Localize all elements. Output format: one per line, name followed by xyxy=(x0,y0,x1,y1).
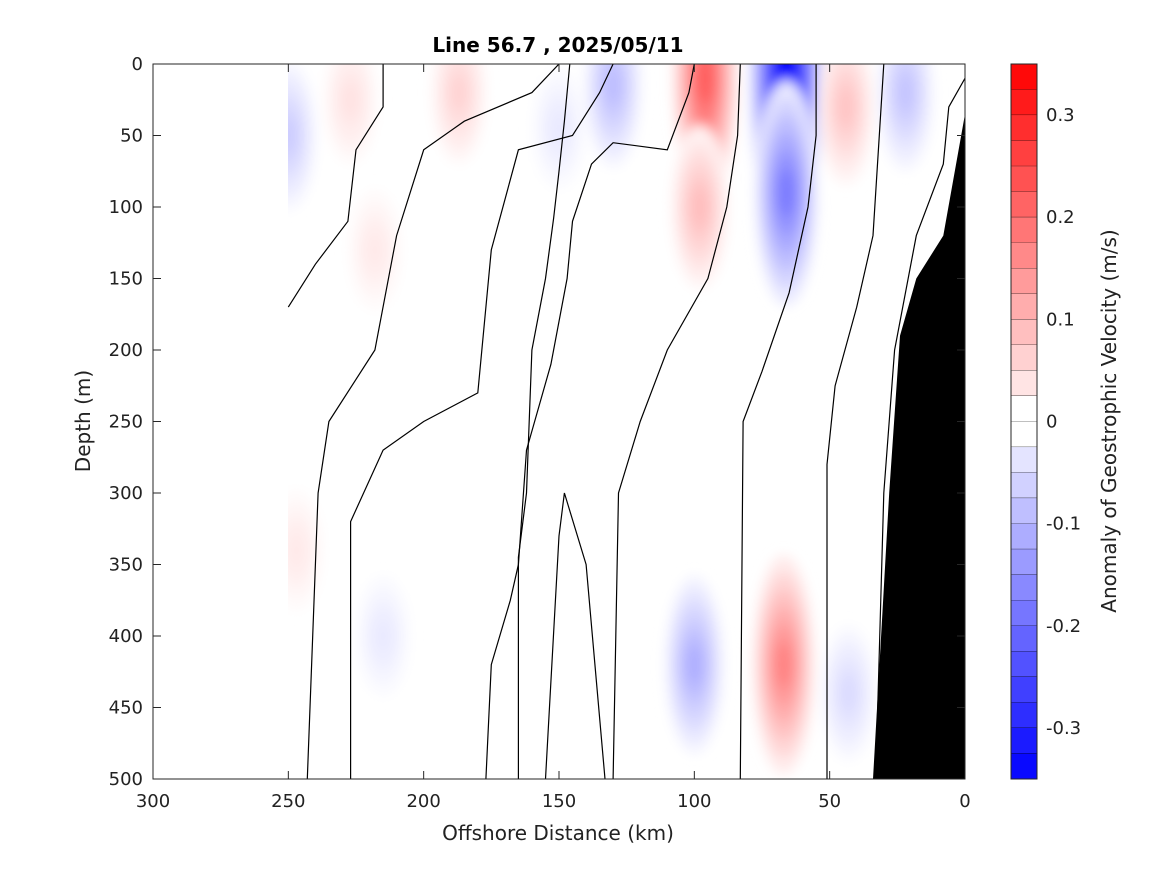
x-tick-label: 200 xyxy=(406,791,440,812)
y-axis-label: Depth (m) xyxy=(71,370,95,472)
colorbar-band xyxy=(1011,370,1037,397)
anomaly-patch xyxy=(691,188,708,226)
colorbar-label: Anomaly of Geostrophic Velocity (m/s) xyxy=(1097,229,1121,612)
y-tick-label: 200 xyxy=(109,340,143,361)
colorbar-tick-label: 0.1 xyxy=(1046,309,1075,330)
y-tick-label: 300 xyxy=(109,483,143,504)
colorbar-band xyxy=(1011,523,1037,550)
x-axis: 300 250 200 150 100 50 0 xyxy=(136,64,971,812)
y-tick-label: 350 xyxy=(109,555,143,576)
colorbar-tick-label: -0.2 xyxy=(1046,616,1081,637)
anomaly-patch xyxy=(897,74,914,111)
y-tick-label: 0 xyxy=(132,54,143,75)
y-tick-label: 100 xyxy=(109,197,143,218)
plot-area xyxy=(152,63,966,780)
colorbar-band xyxy=(1011,166,1037,192)
anomaly-patch xyxy=(686,644,703,685)
zero-contour-line xyxy=(350,64,614,779)
colorbar-tick-label: 0 xyxy=(1046,412,1057,433)
anomaly-patch xyxy=(605,66,622,105)
anomaly-patch xyxy=(840,676,857,710)
colorbar-band xyxy=(1011,217,1037,244)
zero-contour-line xyxy=(739,64,817,779)
anomaly-patch xyxy=(375,620,391,652)
colorbar-band xyxy=(1011,242,1037,269)
colorbar-band xyxy=(1011,753,1037,780)
zero-contour-line xyxy=(875,78,965,779)
colorbar-band xyxy=(1011,395,1037,422)
colorbar-band xyxy=(1011,268,1037,295)
anomaly-patch xyxy=(696,64,714,105)
colorbar-tick-label: -0.3 xyxy=(1046,718,1081,739)
x-tick-label: 250 xyxy=(271,791,305,812)
zero-contour-line xyxy=(485,64,695,779)
y-axis: 0 50 100 150 200 250 300 350 400 450 500 xyxy=(109,54,965,790)
colorbar-band xyxy=(1011,702,1037,729)
anomaly-patch xyxy=(288,534,305,566)
zero-contour-line xyxy=(287,64,384,308)
x-tick-label: 150 xyxy=(542,791,576,812)
colorbar-band xyxy=(1011,344,1037,371)
seafloor xyxy=(873,114,965,779)
zero-contour-line xyxy=(544,492,606,779)
y-tick-label: 450 xyxy=(109,698,143,719)
zero-contour-line xyxy=(612,64,741,779)
zero-contour-line xyxy=(826,64,885,779)
y-tick-label: 400 xyxy=(109,626,143,647)
x-tick-label: 300 xyxy=(136,791,170,812)
colorbar-band xyxy=(1011,549,1037,576)
colorbar-band xyxy=(1011,498,1037,524)
colorbar-band xyxy=(1011,293,1037,320)
colorbar-band xyxy=(1011,600,1037,627)
anomaly-patch xyxy=(342,83,359,116)
anomaly-patch xyxy=(775,641,793,688)
colorbar-tick-label: 0.2 xyxy=(1046,207,1075,228)
y-tick-label: 150 xyxy=(109,269,143,290)
colorbar-band xyxy=(1011,89,1037,116)
colorbar-band xyxy=(1011,625,1037,652)
anomaly-patch xyxy=(450,75,467,110)
y-tick-label: 500 xyxy=(109,769,143,790)
x-tick-label: 100 xyxy=(677,791,711,812)
colorbar-band xyxy=(1011,727,1037,754)
colorbar-band xyxy=(1011,319,1037,346)
colorbar-frame xyxy=(1010,63,1038,780)
colorbar-band xyxy=(1011,472,1037,499)
colorbar-ticks: 0.3 0.2 0.1 0 -0.1 -0.2 -0.3 xyxy=(1046,105,1081,739)
y-tick-label: 250 xyxy=(109,412,143,433)
colorbar-band xyxy=(1011,115,1037,141)
colorbar-band xyxy=(1011,64,1037,90)
velocity-anomaly-field xyxy=(288,64,934,774)
chart-title: Line 56.7 , 2025/05/11 xyxy=(432,33,683,57)
colorbar-band xyxy=(1011,651,1037,678)
anomaly-patch xyxy=(777,168,795,217)
x-tick-label: 50 xyxy=(818,791,841,812)
colorbar-bands xyxy=(1011,64,1037,780)
x-axis-label: Offshore Distance (km) xyxy=(442,821,674,845)
colorbar-tick-label: 0.3 xyxy=(1046,105,1075,126)
zero-contour-line xyxy=(306,64,560,779)
anomaly-patch xyxy=(288,118,297,153)
colorbar-band xyxy=(1011,676,1037,703)
bathymetry xyxy=(873,114,965,779)
x-tick-label: 0 xyxy=(959,791,970,812)
colorbar-band xyxy=(1011,447,1037,473)
zero-contours xyxy=(287,64,965,779)
y-tick-label: 50 xyxy=(120,126,143,147)
zero-contour-line xyxy=(517,64,571,779)
colorbar-band xyxy=(1011,191,1037,218)
colorbar-tick-label: -0.1 xyxy=(1046,514,1081,535)
colorbar-band xyxy=(1011,421,1037,448)
anomaly-patch xyxy=(367,234,383,266)
anomaly-blobs xyxy=(288,64,934,774)
colorbar-band xyxy=(1011,574,1037,601)
anomaly-patch xyxy=(837,88,854,125)
colorbar: 0.3 0.2 0.1 0 -0.1 -0.2 -0.3 Anomaly of Geostr… xyxy=(1010,63,1121,780)
colorbar-band xyxy=(1011,140,1037,167)
